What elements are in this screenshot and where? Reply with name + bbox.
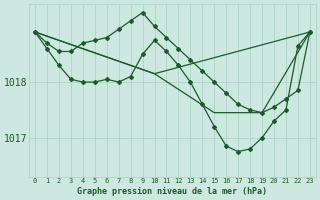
X-axis label: Graphe pression niveau de la mer (hPa): Graphe pression niveau de la mer (hPa) [77,187,268,196]
